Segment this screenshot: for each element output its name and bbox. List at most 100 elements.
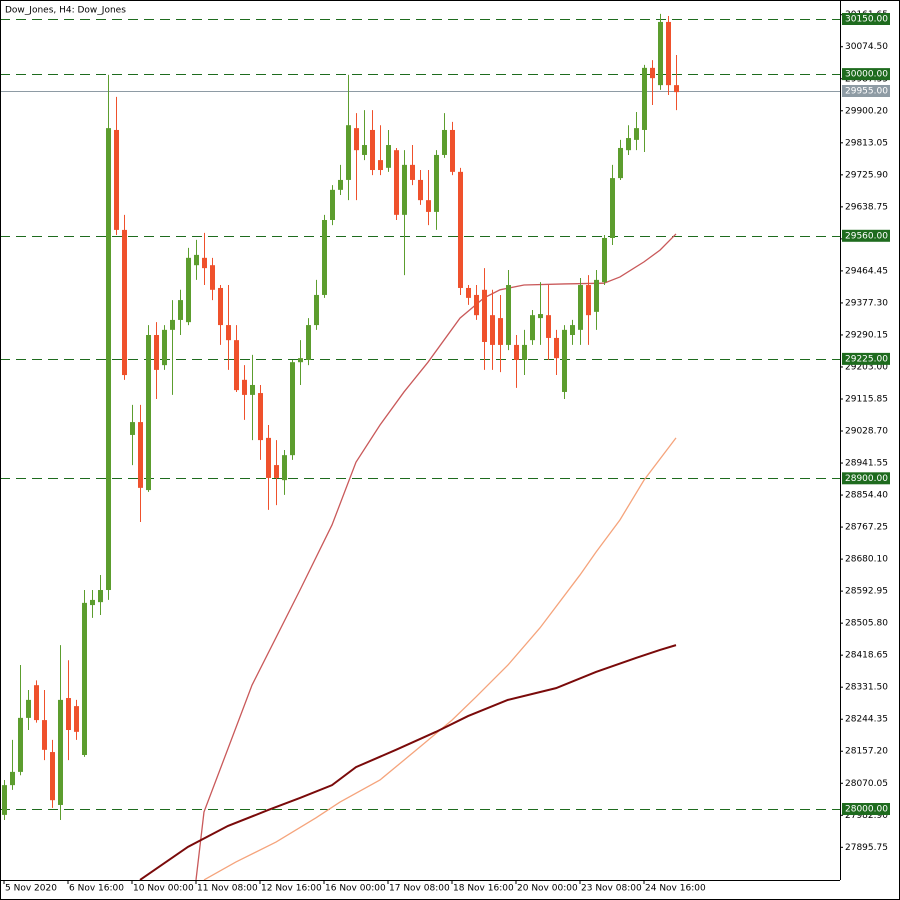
candle-body (434, 154, 439, 212)
candle-body (538, 314, 543, 319)
x-tick-label: 11 Nov 08:00 (197, 884, 258, 894)
candle-body (466, 287, 471, 298)
candle-body (274, 465, 279, 478)
y-tick-label: 28941.55 (845, 459, 888, 469)
candle-body (370, 129, 375, 171)
x-tick-label: 18 Nov 16:00 (453, 884, 514, 894)
candle-body (306, 325, 311, 360)
candle-body (114, 129, 119, 230)
candle-body (394, 150, 399, 215)
y-tick-label: 28331.50 (845, 683, 888, 693)
y-tick-label: 27895.75 (845, 843, 888, 853)
candle-body (130, 422, 135, 435)
candle-body (474, 294, 479, 316)
x-tick-label: 23 Nov 08:00 (581, 884, 642, 894)
candle-body (594, 279, 599, 312)
candle-body (98, 590, 103, 603)
candle-body (602, 237, 607, 283)
candle-body (458, 171, 463, 288)
candle-body (50, 752, 55, 801)
candle-body (578, 285, 583, 330)
candle-body (530, 315, 535, 341)
x-tick-label: 12 Nov 16:00 (261, 884, 322, 894)
candle-body (218, 287, 223, 326)
candle-body (338, 179, 343, 190)
candle-body (74, 706, 79, 732)
candle-body (170, 319, 175, 330)
current-price-box (842, 85, 890, 97)
candle-body (210, 265, 215, 290)
y-tick-label: 28592.95 (845, 587, 888, 597)
level-label-box (842, 229, 890, 242)
candle-body (378, 160, 383, 171)
candle-body (106, 128, 111, 591)
candle-body (442, 129, 447, 155)
candle-body (618, 147, 623, 179)
y-tick-label: 30074.50 (845, 42, 888, 52)
candle-body (554, 337, 559, 359)
candle-body (450, 129, 455, 172)
x-tick-label: 16 Nov 00:00 (325, 884, 386, 894)
candle-body (162, 329, 167, 366)
y-tick-label: 29464.45 (845, 266, 888, 276)
candle-body (666, 21, 671, 86)
y-tick-label: 28157.20 (845, 747, 888, 757)
candle-body (2, 785, 7, 815)
candle-body (66, 698, 71, 731)
candle-body (658, 21, 663, 86)
level-label: 28000.00 (845, 805, 888, 815)
candle-body (138, 422, 143, 488)
candle-body (330, 189, 335, 220)
y-tick-label: 28070.05 (845, 779, 888, 789)
candle-body (194, 254, 199, 266)
y-tick-label: 29725.90 (845, 170, 888, 180)
candle-body (650, 67, 655, 79)
level-label: 28900.00 (845, 474, 888, 484)
candle-body (546, 315, 551, 338)
candle-body (490, 315, 495, 345)
candle-body (122, 229, 127, 376)
candle-body (10, 771, 15, 786)
y-tick-label: 29377.30 (845, 298, 888, 308)
level-label: 29225.00 (845, 354, 888, 364)
candle-body (626, 138, 631, 151)
candle-body (386, 145, 391, 168)
level-label: 30000.00 (845, 70, 888, 80)
candle-body (154, 335, 159, 370)
candle-body (226, 325, 231, 341)
y-tick-label: 28680.10 (845, 555, 888, 565)
y-tick-label: 29900.20 (845, 106, 888, 116)
candle-body (634, 128, 639, 140)
y-tick-label: 28505.80 (845, 619, 888, 629)
candle-body (90, 599, 95, 606)
candle-body (258, 393, 263, 441)
candle-body (498, 318, 503, 345)
candle-body (42, 720, 47, 750)
candle-body (674, 85, 679, 93)
candle-body (522, 344, 527, 360)
moving-average (139, 644, 677, 880)
candle-body (514, 344, 519, 360)
candle-body (178, 300, 183, 320)
candle-body (506, 285, 511, 345)
level-label: 30150.00 (845, 14, 888, 24)
y-tick-label: 29638.75 (845, 202, 888, 212)
candle-body (426, 200, 431, 212)
candle-body (234, 340, 239, 391)
candle-body (346, 125, 351, 180)
y-tick-label: 29290.15 (845, 330, 888, 340)
candle-body (58, 699, 63, 805)
x-tick-label: 6 Nov 16:00 (69, 884, 124, 894)
y-tick-label: 28767.25 (845, 523, 888, 533)
y-tick-label: 28854.40 (845, 491, 888, 501)
level-label-box (842, 12, 890, 25)
candle-body (642, 67, 647, 130)
x-tick-label: 24 Nov 16:00 (645, 884, 706, 894)
candle-body (362, 145, 367, 155)
x-tick-label: 17 Nov 08:00 (389, 884, 450, 894)
candle-body (418, 179, 423, 201)
candle-body (298, 358, 303, 363)
candle-body (282, 455, 287, 481)
